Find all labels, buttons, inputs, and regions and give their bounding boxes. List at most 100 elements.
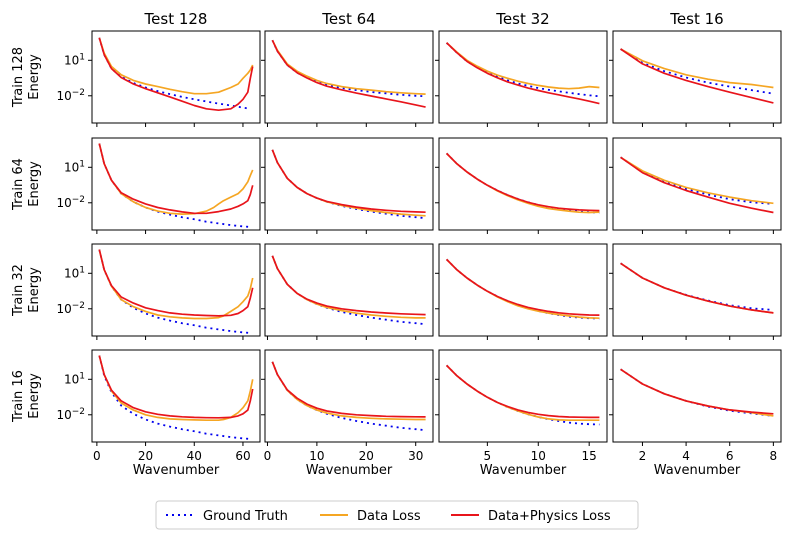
x-axis-labels: Wavenumber Wavenumber Wavenumber Wavenum… <box>133 463 741 478</box>
series-data-loss <box>446 42 600 90</box>
series-ground-truth <box>98 143 251 228</box>
x-axis-label: Wavenumber <box>306 463 393 478</box>
series-data-physics-loss <box>620 156 774 214</box>
panel-frame <box>264 349 434 443</box>
series-ground-truth <box>620 48 774 95</box>
series-ground-truth <box>445 152 600 214</box>
panel-r0-c2 <box>435 30 608 127</box>
series-data-physics-loss <box>271 149 426 214</box>
x-tick-label: 20 <box>359 449 374 463</box>
x-tick-label: 20 <box>138 449 153 463</box>
panel-frame <box>438 243 608 337</box>
series-data-physics-loss <box>620 262 774 314</box>
y-tick-label: 10−2 <box>56 195 85 210</box>
legend-label-data-loss: Data Loss <box>357 509 421 524</box>
series-data-loss <box>445 152 600 214</box>
series-data-physics-loss <box>271 39 426 108</box>
y-tick-label: 10−2 <box>56 88 85 103</box>
series-ground-truth <box>98 249 251 334</box>
row-label-train-128: Train 128 <box>11 47 26 108</box>
panel-frame <box>612 243 782 337</box>
series-data-loss <box>620 156 774 205</box>
series-data-loss <box>98 355 254 422</box>
panel-frame <box>438 349 608 443</box>
series-data-physics-loss <box>446 42 600 105</box>
series-data-loss <box>271 39 426 95</box>
legend: Ground Truth Data Loss Data+Physics Loss <box>155 500 639 530</box>
panel-frame <box>264 243 434 337</box>
y-tick-label: 10−2 <box>56 407 85 422</box>
panel-r0-c1 <box>261 30 434 127</box>
x-tick-label: 0 <box>93 449 101 463</box>
x-tick-label: 0 <box>264 449 272 463</box>
series-data-loss <box>445 258 600 320</box>
panel-r3-c3: 2 4 6 8 <box>609 349 782 463</box>
panel-frame <box>612 137 782 231</box>
panel-r3-c2: 5 10 15 <box>435 349 608 463</box>
y-tick-label: 101 <box>64 52 85 67</box>
column-title-test-128: Test 128 <box>144 10 208 28</box>
series-data-loss <box>620 262 774 314</box>
panel-frame <box>612 30 782 124</box>
series-data-physics-loss <box>445 364 600 419</box>
series-data-loss <box>98 143 254 215</box>
series-ground-truth <box>445 258 600 320</box>
x-tick-label: 10 <box>531 449 546 463</box>
legend-frame <box>155 500 639 530</box>
column-title-test-64: Test 64 <box>321 10 375 28</box>
x-tick-label: 2 <box>639 449 647 463</box>
series-data-physics-loss <box>445 152 600 212</box>
panel-frame <box>612 349 782 443</box>
row-label-train-16: Train 16 <box>11 370 26 423</box>
panel-r2-c0: 101 10−2 <box>56 243 261 340</box>
series-data-physics-loss <box>98 143 254 215</box>
series-ground-truth <box>271 361 426 432</box>
series-ground-truth <box>620 156 774 205</box>
y-tick-label: 101 <box>64 159 85 174</box>
legend-label-data-physics-loss: Data+Physics Loss <box>488 509 611 524</box>
panel-frame <box>264 30 434 124</box>
panel-r2-c3 <box>609 243 782 340</box>
y-tick-label: 101 <box>64 371 85 386</box>
series-ground-truth <box>620 262 774 311</box>
series-data-physics-loss <box>620 368 774 415</box>
panel-r1-c2 <box>435 137 608 234</box>
column-titles: Test 128 Test 64 Test 32 Test 16 <box>144 10 724 28</box>
column-title-test-32: Test 32 <box>495 10 549 28</box>
panel-frame <box>438 137 608 231</box>
panel-r0-c0: 101 10−2 <box>56 30 261 127</box>
x-tick-label: 8 <box>770 449 778 463</box>
row-labels: Train 128 Train 64 Train 32 Train 16 Ene… <box>11 47 42 423</box>
series-data-loss <box>271 255 426 319</box>
x-tick-label: 60 <box>235 449 250 463</box>
series-ground-truth <box>271 149 426 220</box>
y-axis-label: Energy <box>27 267 42 313</box>
panel-frame <box>438 30 608 124</box>
x-tick-label: 15 <box>582 449 597 463</box>
x-tick-label: 40 <box>187 449 202 463</box>
y-tick-label: 101 <box>64 265 85 280</box>
series-data-loss <box>620 48 774 89</box>
panel-r1-c3 <box>609 137 782 234</box>
panel-r2-c2 <box>435 243 608 340</box>
series-data-loss <box>271 361 426 421</box>
row-label-train-64: Train 64 <box>11 158 26 211</box>
series-ground-truth <box>271 255 426 326</box>
x-axis-label: Wavenumber <box>654 463 741 478</box>
panel-frame <box>91 349 261 443</box>
y-axis-label: Energy <box>27 54 42 100</box>
x-tick-label: 6 <box>726 449 734 463</box>
panel-r3-c1: 0 10 20 30 <box>261 349 434 463</box>
y-axis-label: Energy <box>27 373 42 419</box>
row-label-train-32: Train 32 <box>11 264 26 317</box>
x-tick-label: 5 <box>484 449 492 463</box>
series-data-physics-loss <box>98 249 254 317</box>
panel-frame <box>91 243 261 337</box>
panel-r1-c0: 101 10−2 <box>56 137 261 234</box>
series-data-physics-loss <box>445 258 600 316</box>
series-data-loss <box>98 37 254 95</box>
panel-r0-c3 <box>609 30 782 127</box>
series-data-loss <box>620 368 774 417</box>
